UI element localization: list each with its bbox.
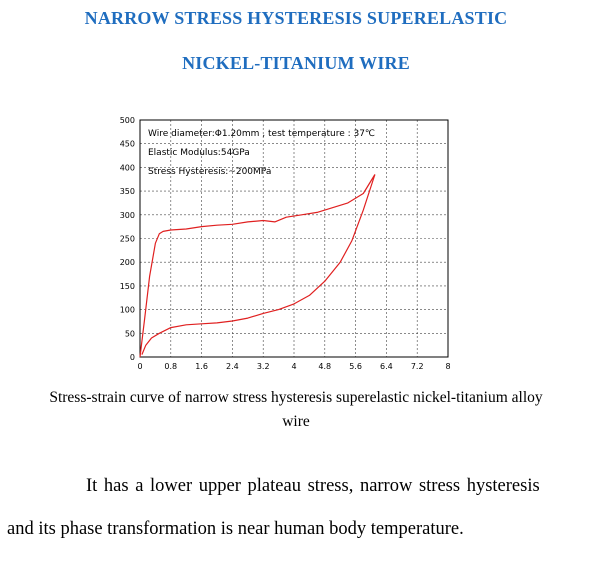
chart-series [139, 174, 376, 358]
x-tick-label: 0.8 [164, 362, 177, 370]
body-paragraph-line-1: It has a lower upper plateau stress, nar… [86, 476, 540, 496]
chart-grid [140, 120, 448, 357]
series-line-loading [139, 174, 376, 358]
y-tick-label: 500 [120, 116, 135, 125]
chart-annotation-1: Wire diameter:Φ1.20mm , test temperature… [148, 129, 375, 139]
x-axis-ticks: 0 0.8 1.6 2.4 3.2 4 4.8 5.6 6.4 7.2 8 [137, 362, 450, 370]
x-tick-label: 4 [291, 362, 296, 370]
y-tick-label: 0 [130, 353, 135, 362]
x-tick-label: 6.4 [380, 362, 393, 370]
y-tick-label: 150 [120, 282, 135, 291]
body-paragraph-line-2: and its phase transformation is near hum… [7, 519, 464, 539]
x-tick-label: 5.6 [349, 362, 362, 370]
page-title-line-2: NICKEL-TITANIUM WIRE [182, 53, 410, 73]
x-tick-label: 3.2 [257, 362, 270, 370]
y-tick-label: 200 [120, 258, 135, 267]
y-tick-label: 50 [125, 329, 135, 338]
x-tick-label: 8 [445, 362, 450, 370]
y-tick-label: 250 [120, 235, 135, 244]
y-tick-label: 300 [120, 211, 135, 220]
y-tick-label: 400 [120, 163, 135, 172]
y-tick-label: 450 [120, 140, 135, 149]
figure-caption-line-1: Stress-strain curve of narrow stress hys… [49, 389, 543, 406]
y-tick-label: 350 [120, 187, 135, 196]
chart-annotations: Wire diameter:Φ1.20mm , test temperature… [148, 129, 375, 177]
y-axis-ticks: 0 50 100 150 200 250 300 350 400 450 500 [120, 116, 135, 362]
x-tick-label: 0 [137, 362, 142, 370]
x-tick-label: 4.8 [318, 362, 331, 370]
series-line-unloading [141, 174, 376, 355]
page-title-line-1: NARROW STRESS HYSTERESIS SUPERELASTIC [84, 8, 508, 28]
chart-annotation-2: Elastic Modulus:54GPa [148, 148, 250, 158]
x-tick-label: 1.6 [195, 362, 208, 370]
chart-annotation-3: Stress Hysteresis:~200MPa [148, 167, 271, 177]
x-tick-label: 2.4 [226, 362, 239, 370]
plot-frame [139, 119, 449, 358]
figure-caption-line-2: wire [282, 413, 310, 430]
y-tick-label: 100 [120, 306, 135, 315]
stress-strain-chart: 0 50 100 150 200 250 300 350 400 450 500 0 0.8 1.6 2.… [120, 116, 451, 370]
x-tick-label: 7.2 [411, 362, 424, 370]
